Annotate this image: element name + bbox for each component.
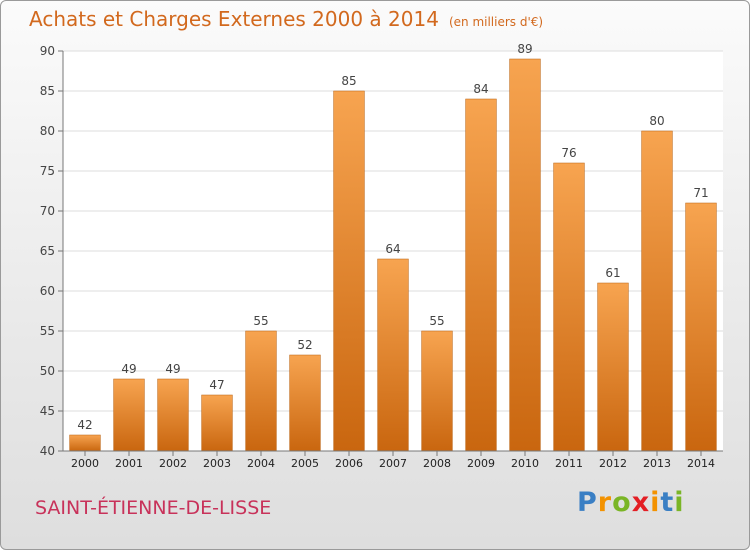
bar-2002 [157,378,189,452]
y-tick-label: 55 [40,324,55,338]
y-tick-label: 65 [40,244,55,258]
bar-2009 [465,98,497,452]
x-tick-label-2014: 2014 [687,457,715,470]
x-tick-label-2013: 2013 [643,457,671,470]
y-tick-label: 40 [40,444,55,458]
logo-letter: o [612,487,632,518]
value-label-2012: 61 [605,266,620,280]
bar-2011 [553,162,585,452]
value-label-2000: 42 [77,418,92,432]
x-tick-label-2004: 2004 [247,457,275,470]
y-tick-label: 50 [40,364,55,378]
logo-letter: i [650,487,661,518]
x-tick-label-2011: 2011 [555,457,583,470]
chart-subtitle: (en milliers d'€) [448,15,544,29]
value-label-2007: 64 [385,242,400,256]
bar-2006 [333,90,365,452]
x-tick-label-2003: 2003 [203,457,231,470]
bar-2007 [377,258,409,452]
logo-letter: r [597,487,613,518]
bar-2013 [641,130,673,452]
x-tick-label-2007: 2007 [379,457,407,470]
value-label-2010: 89 [517,42,532,56]
commune-name: SAINT-ÉTIENNE-DE-LISSE [35,497,272,519]
y-tick-label: 75 [40,164,55,178]
bar-2003 [201,394,233,452]
bar-2005 [289,354,321,452]
logo-letter: i [674,487,685,518]
y-tick-label: 85 [40,84,55,98]
x-tick-label-2009: 2009 [467,457,495,470]
value-label-2008: 55 [429,314,444,328]
y-tick-label: 70 [40,204,55,218]
y-tick-label: 80 [40,124,55,138]
value-label-2011: 76 [561,146,576,160]
bar-2012 [597,282,629,452]
logo-letter: P [577,487,598,518]
bar-2001 [113,378,145,452]
value-label-2002: 49 [165,362,180,376]
value-label-2005: 52 [297,338,312,352]
value-label-2014: 71 [693,186,708,200]
x-tick-label-2006: 2006 [335,457,363,470]
bar-2008 [421,330,453,452]
value-label-2006: 85 [341,74,356,88]
logo-letter: x [631,487,651,518]
y-tick-label: 45 [40,404,55,418]
bar-2014 [685,202,717,452]
y-tick-label: 60 [40,284,55,298]
x-tick-label-2010: 2010 [511,457,539,470]
proxiti-logo: Proxiti [577,487,685,518]
value-label-2003: 47 [209,378,224,392]
x-tick-label-2002: 2002 [159,457,187,470]
x-tick-label-2008: 2008 [423,457,451,470]
value-label-2009: 84 [473,82,488,96]
value-label-2013: 80 [649,114,664,128]
logo-letter: t [660,487,675,518]
value-label-2001: 49 [121,362,136,376]
x-tick-label-2001: 2001 [115,457,143,470]
chart-title: Achats et Charges Externes 2000 à 2014 (e… [29,7,543,31]
bar-2010 [509,58,541,452]
x-tick-label-2005: 2005 [291,457,319,470]
chart-title-text: Achats et Charges Externes 2000 à 2014 [29,7,439,31]
x-tick-label-2012: 2012 [599,457,627,470]
value-label-2004: 55 [253,314,268,328]
bar-2000 [69,434,101,452]
bar-2004 [245,330,277,452]
x-tick-label-2000: 2000 [71,457,99,470]
y-tick-label: 90 [40,44,55,58]
